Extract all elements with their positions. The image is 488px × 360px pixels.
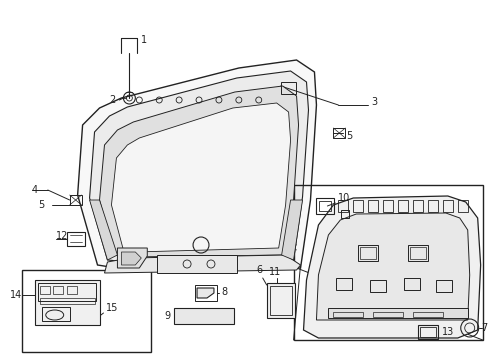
- Text: 5: 5: [38, 200, 44, 210]
- Text: 10: 10: [338, 193, 350, 203]
- Bar: [333, 128, 345, 138]
- Polygon shape: [117, 248, 147, 268]
- Bar: [22, 270, 151, 352]
- Text: 9: 9: [164, 311, 170, 321]
- Bar: [280, 82, 295, 94]
- Text: 12: 12: [56, 231, 68, 241]
- Bar: [53, 286, 62, 294]
- Bar: [40, 286, 50, 294]
- Text: 2: 2: [109, 95, 116, 105]
- Text: 3: 3: [370, 97, 377, 107]
- Bar: [407, 245, 427, 261]
- Polygon shape: [89, 200, 117, 260]
- Bar: [457, 200, 467, 212]
- Bar: [369, 280, 386, 292]
- Bar: [435, 280, 451, 292]
- Bar: [266, 283, 294, 318]
- Text: 4: 4: [32, 185, 38, 195]
- Bar: [328, 308, 467, 318]
- Text: 1: 1: [141, 35, 147, 45]
- Polygon shape: [281, 200, 302, 260]
- Bar: [69, 195, 81, 205]
- Bar: [174, 308, 233, 324]
- Bar: [419, 327, 435, 337]
- Bar: [397, 200, 407, 212]
- Polygon shape: [104, 255, 300, 273]
- Bar: [367, 200, 377, 212]
- Text: 11: 11: [268, 267, 281, 277]
- Bar: [341, 210, 348, 218]
- Bar: [338, 200, 347, 212]
- Polygon shape: [121, 252, 141, 265]
- Bar: [38, 283, 95, 301]
- Text: 5: 5: [346, 131, 352, 141]
- Bar: [427, 200, 437, 212]
- Bar: [293, 185, 482, 340]
- Text: 14: 14: [10, 290, 22, 300]
- Text: 6: 6: [256, 265, 263, 275]
- Bar: [41, 307, 69, 321]
- Polygon shape: [316, 213, 469, 320]
- Bar: [382, 200, 392, 212]
- Bar: [40, 298, 94, 304]
- Bar: [269, 286, 291, 315]
- Bar: [35, 280, 100, 325]
- Text: 15: 15: [105, 303, 118, 313]
- Bar: [372, 312, 402, 317]
- Bar: [412, 312, 442, 317]
- Polygon shape: [89, 71, 308, 262]
- Bar: [333, 312, 363, 317]
- Polygon shape: [197, 288, 214, 298]
- Text: 7: 7: [481, 323, 487, 333]
- Bar: [195, 285, 217, 301]
- Bar: [157, 255, 236, 273]
- Bar: [352, 200, 363, 212]
- Bar: [66, 286, 77, 294]
- Bar: [336, 278, 351, 290]
- Text: 13: 13: [441, 327, 453, 337]
- Polygon shape: [111, 103, 290, 252]
- Polygon shape: [100, 86, 298, 257]
- Bar: [360, 247, 375, 259]
- Bar: [66, 232, 84, 246]
- Text: 8: 8: [221, 287, 226, 297]
- Bar: [358, 245, 377, 261]
- Bar: [316, 198, 334, 214]
- Polygon shape: [78, 60, 316, 270]
- Bar: [417, 325, 437, 339]
- Bar: [442, 200, 452, 212]
- Bar: [319, 201, 331, 211]
- Bar: [409, 247, 425, 259]
- Polygon shape: [303, 196, 480, 338]
- Bar: [403, 278, 419, 290]
- Bar: [412, 200, 422, 212]
